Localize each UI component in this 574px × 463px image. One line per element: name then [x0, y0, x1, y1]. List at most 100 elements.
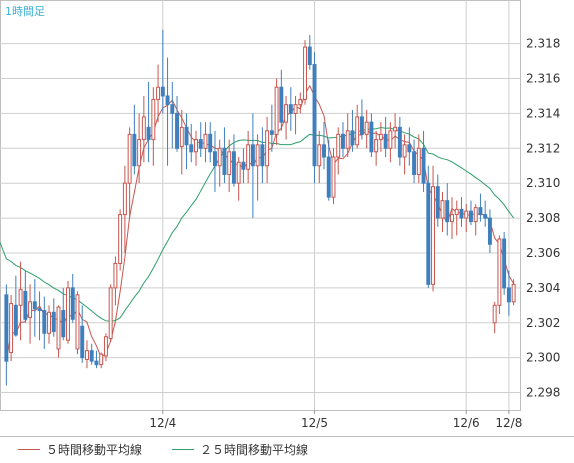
- candle: [454, 200, 459, 236]
- candle-body: [416, 147, 421, 175]
- candle-body: [132, 133, 137, 167]
- candle: [506, 270, 511, 316]
- candle-body: [160, 86, 165, 97]
- candle-body: [426, 182, 431, 285]
- candle: [445, 183, 450, 236]
- candle: [478, 193, 483, 222]
- candle: [331, 148, 336, 205]
- candle-body: [127, 133, 132, 184]
- y-tick-label: 2.298: [526, 386, 560, 400]
- candle-body: [241, 161, 246, 170]
- y-tick-label: 2.308: [526, 211, 560, 225]
- candle: [66, 280, 70, 344]
- candle: [56, 305, 61, 358]
- legend-item-ma5: ５時間移動平均線: [18, 441, 142, 458]
- candle-body: [402, 144, 407, 158]
- candle-body: [217, 147, 222, 167]
- candle: [383, 116, 388, 158]
- candle: [61, 287, 66, 341]
- ma5-swatch: [18, 449, 40, 450]
- candle: [464, 204, 469, 233]
- candle-body: [279, 86, 284, 123]
- candle: [146, 82, 151, 163]
- candle: [80, 305, 85, 363]
- candle: [141, 95, 146, 163]
- candle-body: [431, 186, 436, 285]
- candle-body: [4, 294, 9, 362]
- candle-body: [156, 86, 161, 100]
- candle: [179, 109, 184, 175]
- candle-body: [146, 126, 151, 141]
- candle: [108, 284, 113, 342]
- candle-body: [113, 262, 118, 289]
- x-tick-label: 12/8: [495, 416, 522, 430]
- candle-body: [222, 147, 227, 175]
- candle: [127, 127, 132, 219]
- candle: [279, 69, 284, 131]
- candle-body: [450, 214, 454, 223]
- candle-body: [393, 126, 398, 132]
- candle-body: [412, 151, 417, 175]
- candle-body: [89, 350, 94, 362]
- candlestick-chart: 2.298 2.300 2.302 2.304 2.306 2.308 2.310 2.312…: [0, 0, 560, 430]
- candle-body: [103, 336, 108, 357]
- candle: [326, 139, 331, 201]
- candle: [227, 139, 232, 192]
- candle-body: [175, 112, 180, 149]
- candle: [284, 95, 289, 140]
- legend-ma5-label: ５時間移動平均線: [46, 443, 143, 457]
- y-tick-label: 2.314: [526, 106, 560, 120]
- candle: [374, 130, 379, 166]
- candle: [378, 122, 383, 152]
- candle: [151, 87, 156, 166]
- candle: [203, 122, 208, 163]
- candle: [402, 134, 407, 175]
- candle-body: [511, 283, 516, 303]
- candle: [94, 350, 99, 369]
- candle: [250, 113, 255, 219]
- candle: [132, 104, 137, 175]
- candle: [189, 123, 194, 163]
- candle: [511, 279, 516, 306]
- candle-body: [478, 207, 483, 216]
- candle: [255, 134, 260, 201]
- candle: [459, 197, 464, 227]
- candle-body: [42, 310, 47, 334]
- candle: [497, 235, 502, 315]
- candle: [426, 165, 431, 288]
- legend-item-ma25: ２５時間移動平均線: [172, 441, 308, 458]
- candle: [184, 113, 189, 170]
- candle-body: [170, 104, 175, 114]
- candle-body: [189, 144, 194, 153]
- candle-body: [440, 200, 445, 219]
- candle: [388, 122, 393, 163]
- candle-body: [9, 303, 14, 353]
- candle: [51, 298, 56, 337]
- candle-body: [94, 360, 99, 366]
- candle-body: [137, 139, 142, 167]
- candle: [483, 200, 488, 227]
- candle: [23, 270, 28, 323]
- candle-body: [293, 104, 298, 114]
- ma25-swatch: [172, 449, 194, 450]
- candle-body: [269, 130, 274, 135]
- candle: [340, 122, 345, 158]
- candle: [194, 130, 198, 166]
- candle-body: [473, 207, 478, 223]
- candle-body: [435, 186, 440, 219]
- y-tick-label: 2.302: [526, 316, 560, 330]
- candle-body: [51, 311, 56, 332]
- candle: [113, 256, 118, 306]
- candle: [198, 122, 203, 158]
- candle-body: [99, 353, 104, 366]
- candle-body: [84, 350, 89, 360]
- candle-body: [383, 133, 388, 149]
- candle: [89, 343, 94, 365]
- candle: [293, 95, 298, 135]
- candle-body: [265, 130, 270, 167]
- y-tick-label: 2.300: [526, 351, 560, 365]
- candle-body: [274, 86, 279, 135]
- candle-body: [246, 144, 251, 170]
- candle-body: [464, 210, 469, 219]
